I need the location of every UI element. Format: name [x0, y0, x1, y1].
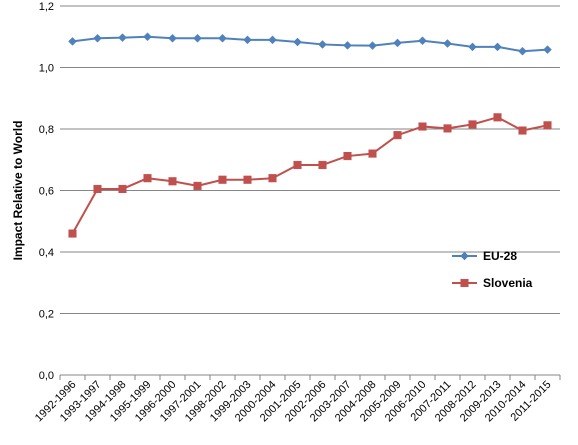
- y-tick-label: 1,2: [39, 1, 54, 13]
- data-point: [443, 39, 452, 48]
- data-point: [293, 37, 302, 47]
- legend-label: EU-28: [483, 249, 517, 263]
- data-point: [293, 160, 302, 170]
- data-point: [318, 40, 327, 49]
- data-point: [368, 41, 377, 51]
- data-point: [543, 121, 552, 130]
- data-point: [268, 174, 277, 183]
- data-point: [543, 45, 552, 55]
- y-tick-label: 0,0: [39, 370, 54, 382]
- legend-marker: [460, 251, 469, 261]
- data-point: [118, 33, 127, 43]
- y-tick-label: 0,4: [39, 247, 54, 259]
- legend-entry: EU-28: [452, 249, 517, 263]
- x-axis-ticks: 1992-19961993-19971994-19981995-19991996…: [33, 375, 561, 424]
- y-tick-label: 1,0: [39, 63, 54, 75]
- y-axis-label: Impact Relative to World: [11, 121, 25, 261]
- data-point: [468, 42, 477, 52]
- data-point: [68, 37, 77, 46]
- data-point: [518, 126, 527, 135]
- series-slovenia: [68, 113, 552, 238]
- y-tick-label: 0,8: [39, 124, 54, 136]
- data-point: [193, 181, 202, 190]
- data-point: [193, 33, 202, 43]
- data-point: [93, 184, 102, 194]
- data-point: [343, 41, 352, 50]
- series-eu-28: [68, 32, 552, 56]
- data-point: [68, 229, 77, 238]
- series-line: [72, 35, 548, 53]
- data-point: [493, 42, 502, 52]
- gridlines: [60, 5, 560, 314]
- y-axis-ticks: 0,0 0,2 0,4 0,6 0,8 1,0 1,2: [39, 1, 54, 382]
- legend-marker: [460, 278, 469, 288]
- data-point: [168, 177, 177, 186]
- series-layer: [68, 32, 552, 238]
- data-point: [518, 46, 527, 56]
- data-point: [143, 174, 152, 183]
- data-point: [243, 175, 252, 184]
- legend-label: Slovenia: [483, 276, 533, 290]
- data-point: [343, 152, 352, 161]
- data-point: [418, 122, 427, 131]
- legend-entry: Slovenia: [452, 276, 533, 290]
- data-point: [93, 33, 102, 43]
- y-tick-label: 0,6: [39, 186, 54, 198]
- data-point: [443, 124, 452, 133]
- data-point: [493, 113, 502, 122]
- data-point: [143, 32, 152, 42]
- data-point: [393, 131, 402, 140]
- data-point: [368, 149, 377, 158]
- data-point: [218, 33, 227, 43]
- y-tick-label: 0,2: [39, 309, 54, 321]
- data-point: [468, 120, 477, 129]
- data-point: [318, 160, 327, 170]
- data-point: [118, 184, 127, 194]
- data-point: [268, 35, 277, 45]
- data-point: [218, 175, 227, 184]
- data-point: [393, 38, 402, 48]
- data-point: [168, 33, 177, 43]
- data-point: [243, 35, 252, 45]
- legend: EU-28 Slovenia: [452, 249, 533, 290]
- data-point: [418, 36, 427, 46]
- series-line: [71, 116, 548, 235]
